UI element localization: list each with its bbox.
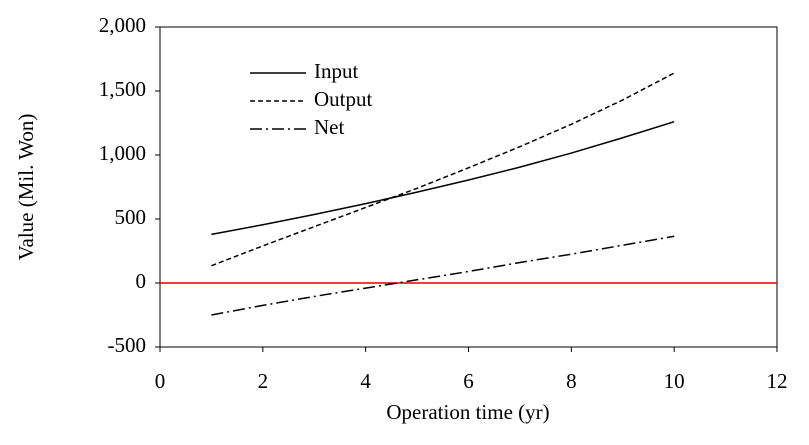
y-axis-label: Value (Mil. Won) bbox=[14, 114, 38, 261]
x-tick-label: 6 bbox=[463, 369, 474, 393]
plot-frame bbox=[159, 26, 778, 348]
series-line bbox=[211, 121, 675, 236]
series-line bbox=[211, 72, 675, 267]
x-tick-label: 10 bbox=[664, 369, 685, 393]
series-line bbox=[211, 235, 675, 316]
y-tick-label: 1,000 bbox=[99, 141, 146, 165]
y-tick-label: 2,000 bbox=[99, 13, 146, 37]
y-tick-label: 1,500 bbox=[99, 77, 146, 101]
y-tick-label: -500 bbox=[108, 333, 147, 357]
legend-label: Net bbox=[314, 115, 344, 139]
x-tick-label: 2 bbox=[258, 369, 269, 393]
x-tick-label: 0 bbox=[155, 369, 166, 393]
y-tick-label: 500 bbox=[115, 205, 147, 229]
legend-label: Output bbox=[314, 87, 373, 111]
x-axis-label: Operation time (yr) bbox=[386, 400, 549, 424]
legend-label: Input bbox=[314, 59, 358, 83]
x-tick-label: 4 bbox=[360, 369, 371, 393]
x-tick-label: 12 bbox=[767, 369, 788, 393]
y-tick-label: 0 bbox=[136, 269, 147, 293]
x-tick-label: 8 bbox=[566, 369, 577, 393]
